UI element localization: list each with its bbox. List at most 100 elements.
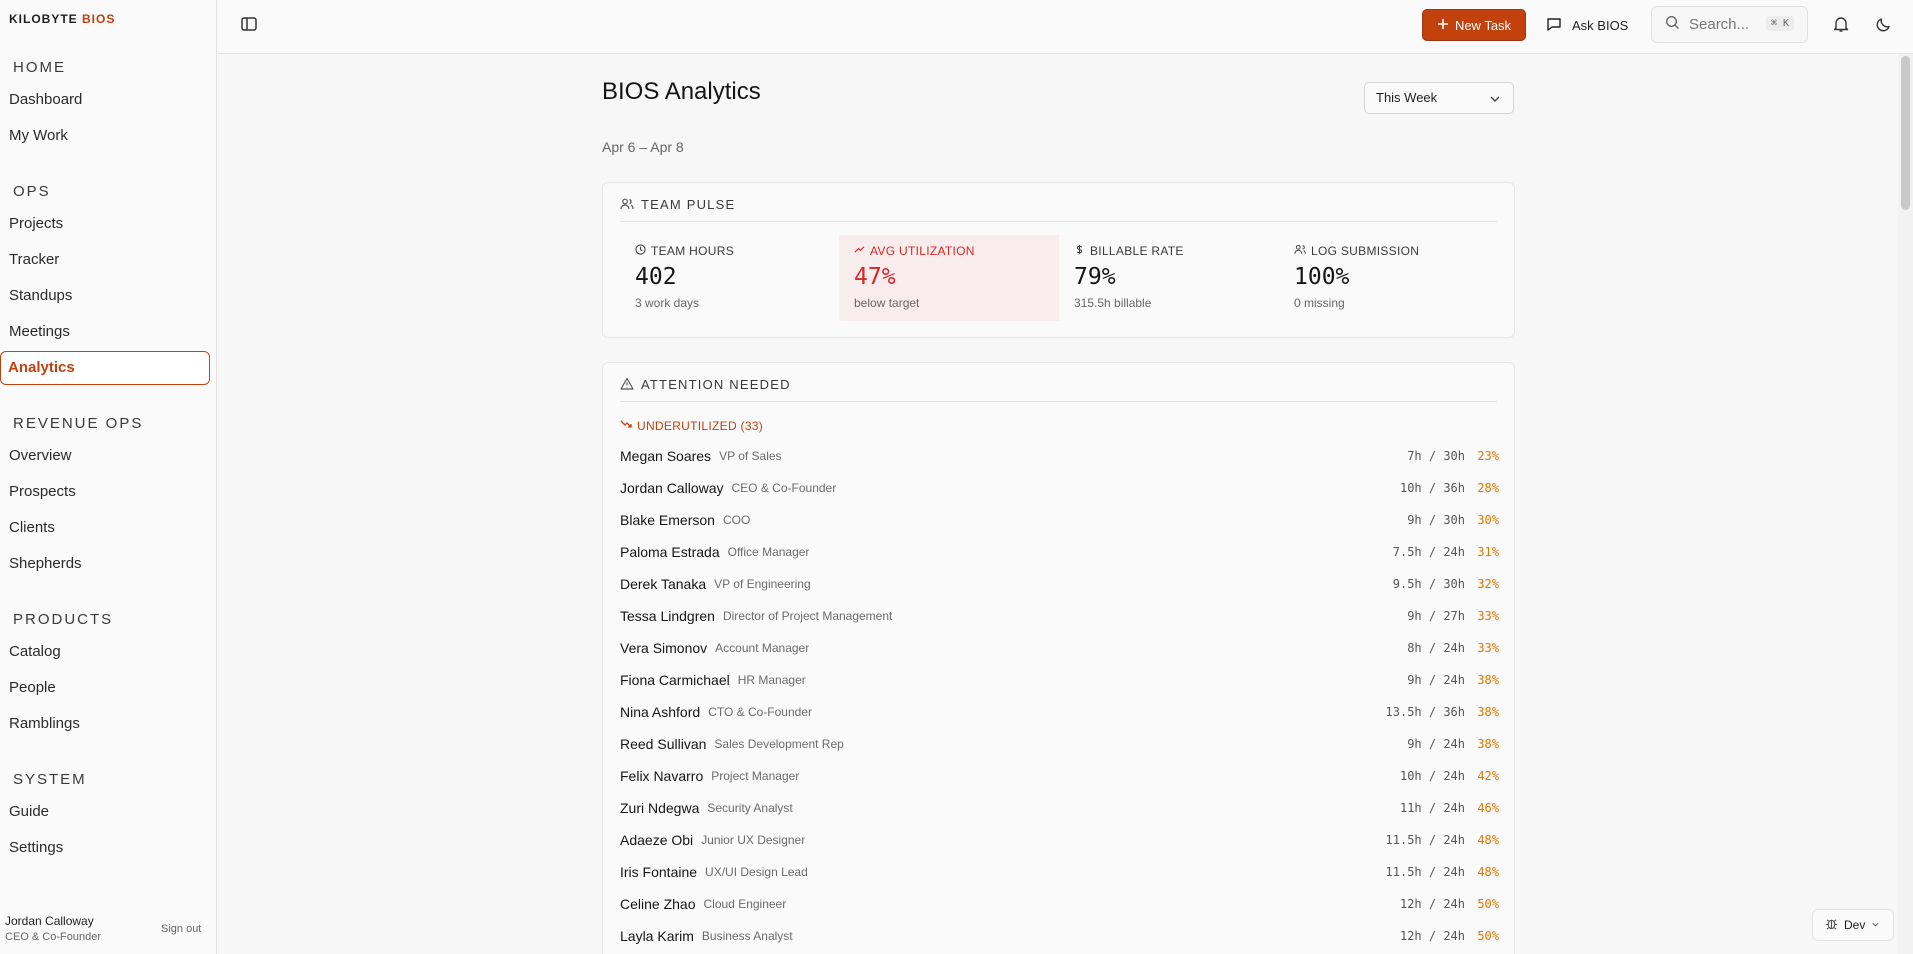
person-utilization: 38% <box>1477 673 1499 687</box>
person-row[interactable]: Fiona Carmichael HR Manager 9h / 24h 38% <box>620 669 1499 691</box>
sidebar-item-my-work[interactable]: My Work <box>9 127 68 144</box>
chat-icon <box>1546 16 1562 35</box>
person-row[interactable]: Megan Soares VP of Sales 7h / 30h 23% <box>620 445 1499 467</box>
person-row[interactable]: Adaeze Obi Junior UX Designer 11.5h / 24h 4… <box>620 829 1499 851</box>
sidebar-item-settings[interactable]: Settings <box>9 839 64 856</box>
person-name: Blake Emerson <box>620 512 715 528</box>
person-name: Adaeze Obi <box>620 832 694 848</box>
warning-icon <box>620 377 634 394</box>
attention-header: ATTENTION NEEDED <box>620 377 1497 402</box>
moon-icon[interactable] <box>1875 15 1893 38</box>
person-name: Megan Soares <box>620 448 712 464</box>
underutilized-label: UNDERUTILIZED (33) <box>637 418 764 433</box>
brand-logo[interactable]: KILOBYTE BIOS <box>9 12 115 26</box>
sidebar-item-tracker[interactable]: Tracker <box>9 251 60 268</box>
metric-value: 100% <box>1294 264 1350 290</box>
person-row[interactable]: Derek Tanaka VP of Engineering 9.5h / 30h 3… <box>620 573 1499 595</box>
sidebar-item-standups[interactable]: Standups <box>9 287 73 304</box>
nav-section-ops: OPS <box>13 183 51 200</box>
users-icon <box>1294 244 1306 258</box>
person-row[interactable]: Celine Zhao Cloud Engineer 12h / 24h 50% <box>620 893 1499 915</box>
metric-sub: 3 work days <box>635 296 700 310</box>
person-role: Office Manager <box>727 545 810 559</box>
date-range: Apr 6 – Apr 8 <box>602 139 684 155</box>
person-row[interactable]: Reed Sullivan Sales Development Rep 9h / 2… <box>620 733 1499 755</box>
person-role: Junior UX Designer <box>701 833 806 847</box>
person-name: Paloma Estrada <box>620 544 720 560</box>
person-hours: 12h / 24h <box>1399 929 1465 943</box>
person-utilization: 30% <box>1477 513 1499 527</box>
person-name: Celine Zhao <box>620 896 696 912</box>
page-title: BIOS Analytics <box>602 78 761 105</box>
person-utilization: 42% <box>1477 769 1499 783</box>
person-hours: 9h / 24h <box>1407 673 1465 687</box>
person-name: Zuri Ndegwa <box>620 800 700 816</box>
metric-sub: below target <box>854 296 920 310</box>
person-row[interactable]: Tessa Lindgren Director of Project Manage… <box>620 605 1499 627</box>
person-role: Director of Project Management <box>722 609 893 623</box>
dollar-icon <box>1074 244 1085 258</box>
range-select[interactable]: This Week <box>1364 82 1514 114</box>
sidebar-item-catalog[interactable]: Catalog <box>9 643 61 660</box>
metric-team-hours: TEAM HOURS 402 3 work days <box>620 235 840 321</box>
person-row[interactable]: Jordan Calloway CEO & Co-Founder 10h / 36h… <box>620 477 1499 499</box>
person-row[interactable]: Nina Ashford CTO & Co-Founder 13.5h / 36h 3… <box>620 701 1499 723</box>
bell-icon[interactable] <box>1832 15 1850 38</box>
sidebar-item-dashboard[interactable]: Dashboard <box>9 91 83 108</box>
sidebar-item-shepherds[interactable]: Shepherds <box>9 555 82 572</box>
sign-out-button[interactable]: Sign out <box>161 923 202 935</box>
dev-env-badge[interactable]: Dev <box>1812 909 1894 941</box>
person-row[interactable]: Felix Navarro Project Manager 10h / 24h 42% <box>620 765 1499 787</box>
person-hours: 10h / 36h <box>1399 481 1465 495</box>
person-row[interactable]: Layla Karim Business Analyst 12h / 24h 50% <box>620 925 1499 947</box>
sidebar-item-people[interactable]: People <box>9 679 56 696</box>
person-hours: 9.5h / 30h <box>1392 577 1465 591</box>
person-hours: 11h / 24h <box>1399 801 1465 815</box>
attention-title: ATTENTION NEEDED <box>641 377 791 392</box>
sidebar-item-overview[interactable]: Overview <box>9 447 72 464</box>
person-name: Iris Fontaine <box>620 864 698 880</box>
underutilized-header: UNDERUTILIZED (33) <box>620 418 763 433</box>
scrollbar-thumb[interactable] <box>1901 56 1910 210</box>
person-row[interactable]: Paloma Estrada Office Manager 7.5h / 24h 31… <box>620 541 1499 563</box>
metric-label: TEAM HOURS <box>651 244 735 258</box>
person-name: Vera Simonov <box>620 640 708 656</box>
chevron-down-icon <box>1490 96 1500 102</box>
sidebar-item-projects[interactable]: Projects <box>9 215 64 232</box>
sidebar-toggle-icon[interactable] <box>240 15 258 33</box>
person-row[interactable]: Vera Simonov Account Manager 8h / 24h 33% <box>620 637 1499 659</box>
person-utilization: 33% <box>1477 609 1499 623</box>
page-scrollbar[interactable] <box>1898 54 1913 954</box>
person-name: Tessa Lindgren <box>620 608 715 624</box>
person-utilization: 48% <box>1477 833 1499 847</box>
person-hours: 11.5h / 24h <box>1385 833 1465 847</box>
trend-down-icon <box>620 418 632 433</box>
users-icon <box>620 197 634 214</box>
search-input[interactable]: Search... ⌘ K <box>1651 6 1808 43</box>
nav-section-products: PRODUCTS <box>13 611 114 628</box>
sidebar-item-meetings[interactable]: Meetings <box>9 323 70 340</box>
person-row[interactable]: Zuri Ndegwa Security Analyst 11h / 24h 46% <box>620 797 1499 819</box>
sidebar-item-clients[interactable]: Clients <box>9 519 55 536</box>
person-role: VP of Sales <box>719 449 782 463</box>
person-utilization: 32% <box>1477 577 1499 591</box>
person-role: Project Manager <box>711 769 800 783</box>
person-role: HR Manager <box>737 673 806 687</box>
metric-label: BILLABLE RATE <box>1090 244 1184 258</box>
person-row[interactable]: Iris Fontaine UX/UI Design Lead 11.5h / 24… <box>620 861 1499 883</box>
person-hours: 9h / 24h <box>1407 737 1465 751</box>
metric-value: 402 <box>635 264 677 290</box>
chevron-down-icon <box>1871 918 1880 932</box>
new-task-button[interactable]: New Task <box>1422 9 1526 41</box>
sidebar-item-guide[interactable]: Guide <box>9 803 50 820</box>
sidebar-item-prospects[interactable]: Prospects <box>9 483 76 500</box>
person-role: Sales Development Rep <box>714 737 844 751</box>
ask-bios-button[interactable]: Ask BIOS <box>1546 9 1628 41</box>
metric-billable-rate: BILLABLE RATE 79% 315.5h billable <box>1059 235 1279 321</box>
metric-log-submission: LOG SUBMISSION 100% 0 missing <box>1279 235 1499 321</box>
person-name: Nina Ashford <box>620 704 701 720</box>
person-utilization: 28% <box>1477 481 1499 495</box>
sidebar-item-analytics[interactable]: Analytics <box>0 351 210 385</box>
person-row[interactable]: Blake Emerson COO 9h / 30h 30% <box>620 509 1499 531</box>
sidebar-item-ramblings[interactable]: Ramblings <box>9 715 80 732</box>
